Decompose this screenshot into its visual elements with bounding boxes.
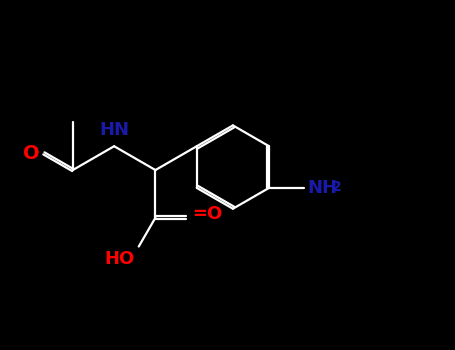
Text: HO: HO (105, 251, 135, 268)
Text: =O: =O (192, 205, 222, 223)
Text: O: O (23, 144, 40, 163)
Text: 2: 2 (332, 180, 341, 194)
Text: HN: HN (99, 121, 129, 139)
Text: NH: NH (308, 179, 338, 197)
